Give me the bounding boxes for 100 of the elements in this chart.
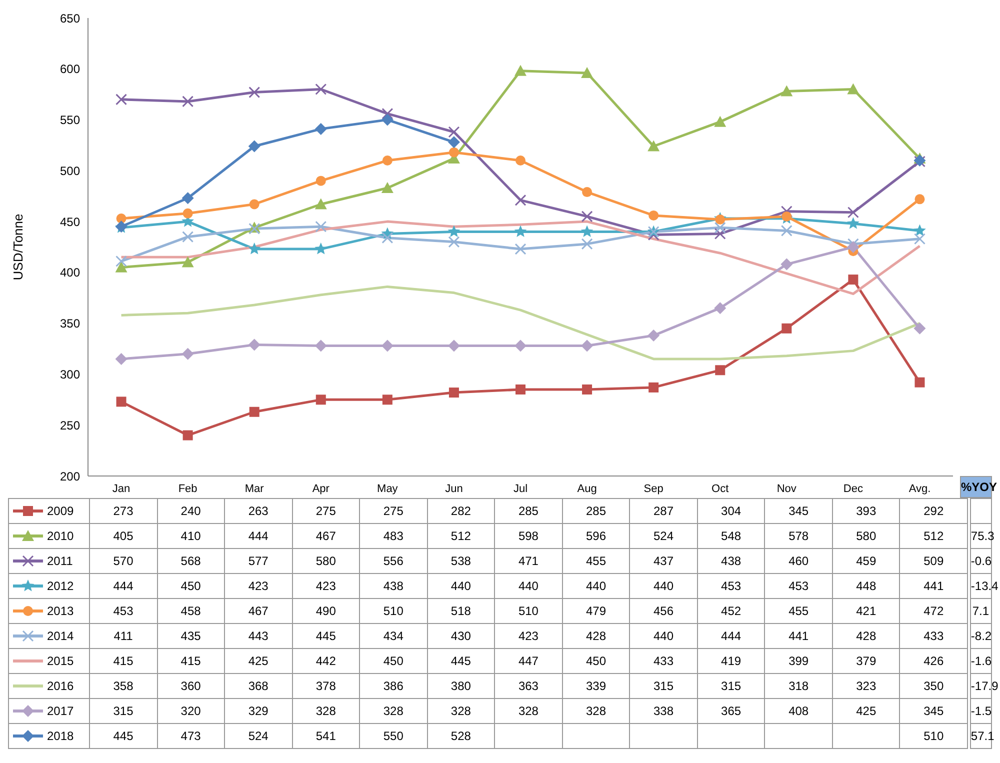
data-label: 435 bbox=[157, 624, 225, 648]
data-label: 441 bbox=[764, 624, 832, 648]
text: 7.1 bbox=[970, 598, 992, 624]
data-label: 453 bbox=[764, 574, 832, 598]
data-label: 440 bbox=[630, 574, 698, 598]
data-label: 510 bbox=[360, 598, 428, 624]
y-tick-label: 400 bbox=[60, 266, 80, 280]
data-label: 428 bbox=[832, 624, 900, 648]
x-tick-label: Jun bbox=[445, 482, 463, 495]
data-label: 328 bbox=[427, 698, 495, 724]
data-label: 263 bbox=[224, 498, 292, 524]
data-label: 479 bbox=[562, 598, 630, 624]
data-label: 456 bbox=[630, 598, 698, 624]
data-label: 483 bbox=[360, 524, 428, 548]
data-label: 570 bbox=[90, 548, 158, 574]
data-label: 415 bbox=[90, 648, 158, 674]
data-label: 386 bbox=[360, 674, 428, 698]
data-label: 285 bbox=[562, 498, 630, 524]
x-tick-label: Mar bbox=[244, 482, 264, 495]
data-label: 287 bbox=[630, 498, 698, 524]
y-tick-label: 200 bbox=[60, 469, 80, 484]
y-tick-label: 500 bbox=[60, 164, 80, 178]
data-label: 518 bbox=[427, 598, 495, 624]
data-label: 458 bbox=[157, 598, 225, 624]
data-label: 440 bbox=[427, 574, 495, 598]
legend-label: 2018 bbox=[47, 728, 74, 743]
data-label: 338 bbox=[630, 698, 698, 724]
y-tick-label: 450 bbox=[60, 214, 80, 229]
data-label: 363 bbox=[494, 674, 562, 698]
data-label: 430 bbox=[427, 624, 495, 648]
data-label: 411 bbox=[90, 624, 158, 648]
legend-label: 2015 bbox=[47, 654, 74, 668]
data-label: 512 bbox=[427, 524, 495, 548]
x-tick-label: Sep bbox=[644, 482, 664, 495]
data-label: 410 bbox=[157, 524, 225, 548]
data-label: 473 bbox=[157, 724, 225, 748]
data-label: 433 bbox=[900, 624, 968, 648]
x-tick-label: Oct bbox=[712, 482, 729, 495]
x-tick-label: May bbox=[377, 482, 398, 495]
data-label: 345 bbox=[764, 498, 832, 524]
text: -1.6 bbox=[970, 648, 992, 674]
data-label: 421 bbox=[832, 598, 900, 624]
data-label: 509 bbox=[900, 548, 968, 574]
legend-label: 2014 bbox=[47, 628, 74, 643]
y-tick-label: 350 bbox=[60, 316, 80, 331]
data-label: 445 bbox=[427, 648, 495, 674]
data-label: 441 bbox=[900, 574, 968, 598]
data-label: 452 bbox=[697, 598, 765, 624]
data-label: 444 bbox=[697, 624, 765, 648]
x-tick-label: Dec bbox=[843, 482, 864, 495]
legend-label: 2011 bbox=[47, 554, 73, 568]
data-label: 598 bbox=[494, 524, 562, 548]
data-label: 448 bbox=[832, 574, 900, 598]
y-tick-label: 250 bbox=[60, 418, 80, 432]
x-tick-label: Avg. bbox=[908, 482, 931, 495]
data-label: 490 bbox=[292, 598, 360, 624]
data-label: 460 bbox=[764, 548, 832, 574]
text: -1.5 bbox=[970, 698, 992, 724]
data-label: 453 bbox=[697, 574, 765, 598]
data-label: 378 bbox=[292, 674, 360, 698]
y-axis-title: USD/Tonne bbox=[10, 214, 26, 280]
data-label: 524 bbox=[224, 724, 292, 748]
text: %YOY bbox=[960, 479, 998, 496]
data-label: 556 bbox=[360, 548, 428, 574]
data-label: 425 bbox=[832, 698, 900, 724]
data-label: 580 bbox=[292, 548, 360, 574]
data-label: 345 bbox=[900, 698, 968, 724]
data-label: 510 bbox=[494, 598, 562, 624]
y-tick-label: 300 bbox=[60, 367, 80, 382]
data-label: 437 bbox=[630, 548, 698, 574]
data-label: 568 bbox=[157, 548, 225, 574]
data-label: 329 bbox=[224, 698, 292, 724]
data-label: 550 bbox=[360, 724, 428, 748]
data-label: 596 bbox=[562, 524, 630, 548]
data-label: 453 bbox=[90, 598, 158, 624]
data-label: 318 bbox=[764, 674, 832, 698]
text: 75.3 bbox=[970, 524, 994, 548]
data-label: 315 bbox=[630, 674, 698, 698]
data-label: 358 bbox=[90, 674, 158, 698]
data-label: 472 bbox=[900, 598, 968, 624]
data-label: 443 bbox=[224, 624, 292, 648]
data-label: 405 bbox=[90, 524, 158, 548]
data-label: 578 bbox=[764, 524, 832, 548]
data-label: 399 bbox=[764, 648, 832, 674]
data-label: 273 bbox=[90, 498, 158, 524]
data-label: 365 bbox=[697, 698, 765, 724]
data-label: 438 bbox=[360, 574, 428, 598]
x-tick-label: Jul bbox=[513, 482, 528, 495]
data-label: 445 bbox=[90, 724, 158, 748]
data-label: 455 bbox=[562, 548, 630, 574]
legend-label: 2013 bbox=[47, 604, 74, 618]
data-label: 467 bbox=[224, 598, 292, 624]
data-label: 450 bbox=[562, 648, 630, 674]
data-label: 444 bbox=[90, 574, 158, 598]
data-label: 450 bbox=[157, 574, 225, 598]
text: -0.6 bbox=[970, 548, 992, 574]
text: -17.9 bbox=[970, 678, 998, 695]
data-label: 440 bbox=[630, 624, 698, 648]
data-label: 510 bbox=[900, 724, 968, 748]
y-tick-label: 600 bbox=[60, 62, 80, 76]
